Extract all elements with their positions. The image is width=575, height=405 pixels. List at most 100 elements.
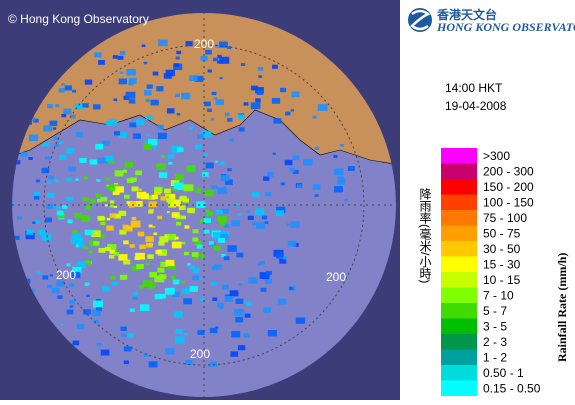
echo-cell xyxy=(205,209,210,212)
echo-cell xyxy=(264,278,273,284)
echo-cell xyxy=(161,155,166,158)
echo-cell xyxy=(72,233,81,240)
legend-swatch xyxy=(441,287,477,303)
echo-cell xyxy=(192,275,200,281)
echo-cell xyxy=(100,221,106,226)
echo-cell xyxy=(240,63,246,66)
echo-cell xyxy=(284,159,293,166)
echo-cell xyxy=(285,111,291,116)
echo-cell xyxy=(279,258,287,264)
echo-cell xyxy=(207,108,212,112)
echo-cell xyxy=(174,236,179,240)
legend-swatch xyxy=(441,179,477,195)
echo-cell xyxy=(199,277,203,280)
echo-cell xyxy=(174,336,185,344)
echo-cell xyxy=(217,302,224,308)
echo-cell xyxy=(95,143,104,150)
echo-cell xyxy=(69,305,74,308)
echo-cell xyxy=(224,179,233,185)
echo-cell xyxy=(171,241,182,249)
echo-cell xyxy=(273,118,282,124)
echo-cell xyxy=(93,104,101,110)
echo-cell xyxy=(96,179,101,182)
echo-cell xyxy=(172,279,180,285)
echo-cell xyxy=(67,219,73,224)
echo-cell xyxy=(210,281,217,286)
echo-cell xyxy=(63,108,72,115)
echo-cell xyxy=(68,166,76,172)
echo-cell xyxy=(333,155,338,158)
echo-cell xyxy=(148,210,153,214)
echo-cell xyxy=(129,122,137,128)
echo-cell xyxy=(85,260,92,265)
echo-cell xyxy=(72,89,76,93)
echo-cell xyxy=(210,118,214,121)
echo-cell xyxy=(165,69,175,77)
echo-cell xyxy=(148,224,153,228)
echo-cell xyxy=(276,253,284,259)
echo-cell xyxy=(118,210,127,216)
echo-cell xyxy=(33,191,40,196)
echo-cell xyxy=(120,326,127,331)
echo-cell xyxy=(104,204,108,207)
echo-cell xyxy=(13,235,20,240)
echo-cell xyxy=(175,56,180,60)
echo-cell xyxy=(265,270,272,276)
echo-cell xyxy=(236,203,240,206)
echo-cell xyxy=(263,176,270,181)
echo-cell xyxy=(217,187,228,195)
echo-cell xyxy=(133,292,138,295)
echo-cell xyxy=(57,212,65,219)
echo-cell xyxy=(46,204,54,209)
echo-cell xyxy=(165,348,175,355)
echo-cell xyxy=(258,75,262,78)
echo-cell xyxy=(91,230,101,237)
echo-cell xyxy=(90,199,96,204)
echo-cell xyxy=(128,81,134,86)
echo-cell xyxy=(261,215,268,220)
echo-cell xyxy=(111,281,117,286)
echo-cell xyxy=(166,108,175,114)
range-label: 200 xyxy=(194,37,214,51)
echo-cell xyxy=(156,86,164,92)
echo-cell xyxy=(148,138,158,146)
echo-cell xyxy=(180,281,185,284)
echo-cell xyxy=(344,198,349,202)
echo-cell xyxy=(135,252,145,260)
echo-cell xyxy=(94,52,102,58)
range-label: 200 xyxy=(56,268,76,282)
echo-cell xyxy=(123,259,131,265)
echo-cell xyxy=(72,266,82,274)
echo-cell xyxy=(166,211,170,214)
echo-cell xyxy=(290,109,294,112)
date: 19-04-2008 xyxy=(445,99,507,113)
echo-cell xyxy=(124,194,130,199)
echo-cell xyxy=(254,208,265,216)
range-label: 200 xyxy=(190,347,210,361)
echo-cell xyxy=(66,196,73,202)
echo-cell xyxy=(206,211,213,217)
echo-cell xyxy=(84,246,88,249)
echo-cell xyxy=(118,132,127,138)
echo-cell xyxy=(237,345,246,351)
echo-cell xyxy=(79,157,87,163)
echo-cell xyxy=(119,51,126,55)
echo-cell xyxy=(292,155,300,161)
echo-cell xyxy=(334,186,343,193)
echo-cell xyxy=(106,184,110,187)
legend-swatch xyxy=(441,380,477,396)
echo-cell xyxy=(84,205,92,210)
echo-cell xyxy=(192,237,199,242)
echo-cell xyxy=(123,346,132,352)
echo-cell xyxy=(312,184,321,190)
legend-label: 3 - 5 xyxy=(483,319,507,333)
echo-cell xyxy=(107,244,117,251)
echo-cell xyxy=(120,274,128,280)
echo-cell xyxy=(55,104,60,108)
echo-cell xyxy=(131,216,137,221)
echo-cell xyxy=(208,241,214,245)
echo-cell xyxy=(219,161,225,165)
echo-cell xyxy=(209,327,218,334)
echo-cell xyxy=(264,221,269,224)
